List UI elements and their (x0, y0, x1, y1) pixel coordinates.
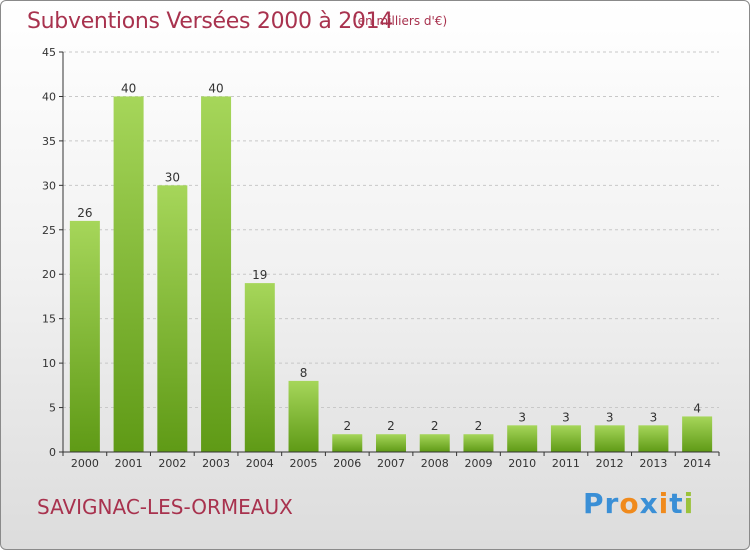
x-tick-label: 2006 (333, 457, 361, 470)
y-tick-label: 5 (49, 402, 56, 415)
y-tick-label: 35 (42, 135, 56, 148)
bar-2006 (332, 434, 363, 452)
logo-letter: o (619, 487, 640, 520)
bar-2009 (463, 434, 494, 452)
data-label-2011: 3 (562, 410, 570, 424)
axes (59, 51, 720, 456)
logo-letter: x (639, 487, 659, 520)
x-tick-label: 2010 (508, 457, 536, 470)
data-label-2002: 30 (165, 170, 180, 184)
data-label-2010: 3 (518, 410, 526, 424)
y-tick-label: 10 (42, 357, 56, 370)
x-tick-label: 2008 (421, 457, 449, 470)
data-label-2004: 19 (252, 268, 267, 282)
x-tick-label: 2011 (552, 457, 580, 470)
bars (69, 96, 713, 453)
x-tick-label: 2014 (683, 457, 711, 470)
data-label-2009: 2 (475, 419, 483, 433)
data-label-2014: 4 (693, 401, 701, 415)
proxiti-logo: Proxiti (583, 487, 694, 520)
x-tick-label: 2001 (115, 457, 143, 470)
y-tick-label: 45 (42, 46, 56, 59)
logo-letter: P (583, 487, 605, 520)
x-tick-label: 2002 (158, 457, 186, 470)
data-label-2006: 2 (343, 419, 351, 433)
y-tick-label: 15 (42, 313, 56, 326)
bar-2000 (69, 220, 100, 452)
logo-letter: r (604, 487, 620, 520)
x-tick-label: 2013 (639, 457, 667, 470)
chart-subtitle: (en milliers d'€) (353, 14, 448, 28)
logo-letter: t (669, 487, 684, 520)
bar-2003 (201, 96, 232, 452)
data-label-2000: 26 (77, 206, 92, 220)
bar-2013 (638, 425, 669, 452)
y-tick-label: 40 (42, 90, 56, 103)
y-tick-label: 25 (42, 224, 56, 237)
data-label-2007: 2 (387, 419, 395, 433)
y-tick-label: 30 (42, 179, 56, 192)
bar-2005 (288, 380, 319, 452)
data-label-2005: 8 (300, 366, 308, 380)
labels: 0 5 10 15 20 25 30 35 40 45 26 2000 40 2001 30 2002 40 20… (42, 46, 711, 470)
data-label-2008: 2 (431, 419, 439, 433)
bar-2014 (682, 416, 713, 452)
bar-2008 (419, 434, 450, 452)
x-tick-label: 2000 (71, 457, 99, 470)
x-tick-label: 2003 (202, 457, 230, 470)
bar-2007 (376, 434, 406, 452)
logo-letter: i (683, 487, 695, 520)
x-tick-label: 2004 (246, 457, 274, 470)
data-label-2012: 3 (606, 410, 614, 424)
data-label-2013: 3 (650, 410, 658, 424)
y-tick-label: 20 (42, 268, 56, 281)
commune-name: SAVIGNAC-LES-ORMEAUX (37, 495, 293, 519)
bar-2002 (157, 185, 188, 453)
x-tick-label: 2007 (377, 457, 405, 470)
bar-2012 (594, 425, 625, 452)
data-label-2001: 40 (121, 81, 136, 95)
logo-letter: i (658, 487, 670, 520)
x-tick-label: 2012 (596, 457, 624, 470)
bar-2004 (244, 283, 275, 452)
bar-2001 (113, 96, 144, 452)
x-tick-label: 2009 (464, 457, 492, 470)
x-tick-label: 2005 (290, 457, 318, 470)
chart-title: Subventions Versées 2000 à 2014 (27, 9, 394, 34)
y-tick-label: 0 (49, 446, 56, 459)
bar-2010 (507, 425, 538, 452)
data-label-2003: 40 (208, 81, 223, 95)
bar-2011 (550, 425, 581, 452)
